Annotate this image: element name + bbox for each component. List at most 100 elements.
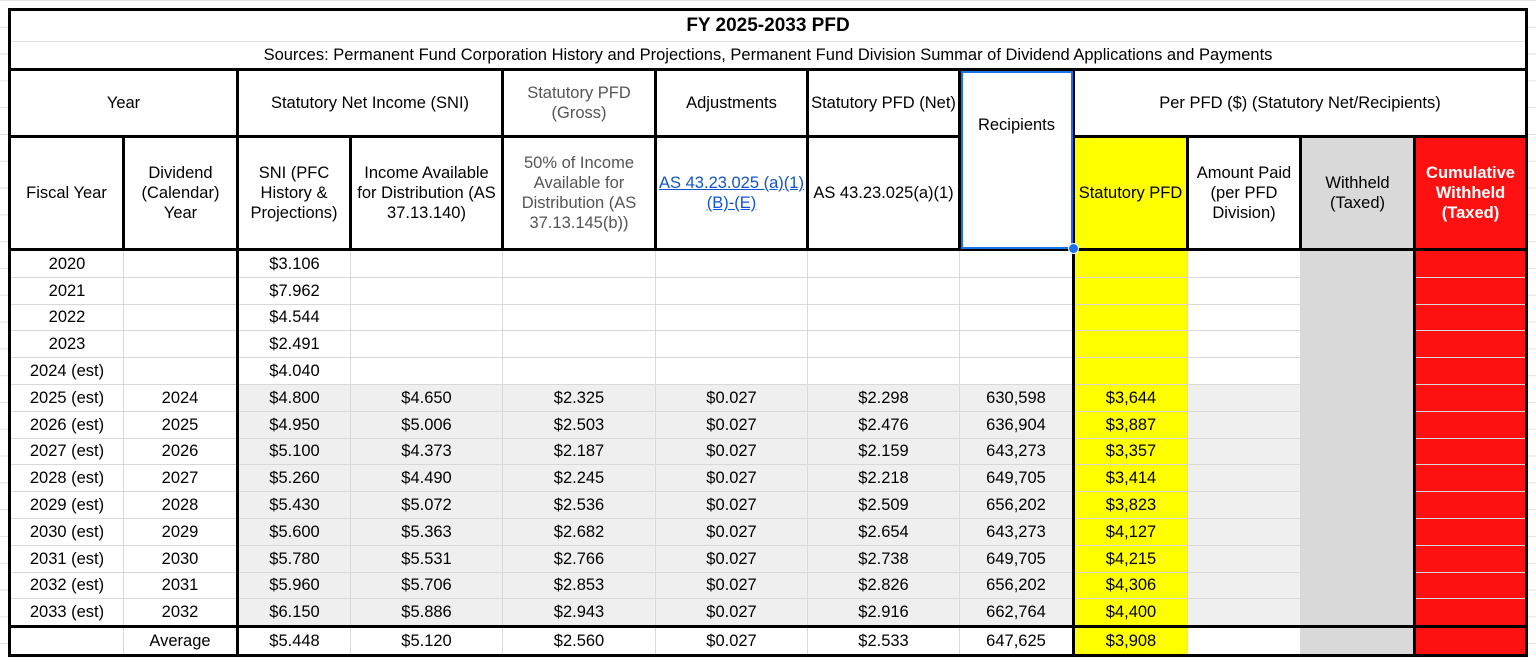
- cell-fiscal-year[interactable]: 2032 (est): [8, 571, 124, 600]
- cell-fiscal-year[interactable]: 2027 (est): [8, 437, 124, 466]
- cell-cumulative-withheld[interactable]: [1413, 437, 1528, 466]
- cell-cumulative-withheld[interactable]: [1413, 303, 1528, 332]
- header-per-pfd[interactable]: Per PFD ($) (Statutory Net/Recipients): [1072, 68, 1528, 138]
- cell-statutory-pfd[interactable]: [1072, 357, 1188, 385]
- cell-statutory-pfd[interactable]: $3,644: [1072, 383, 1188, 412]
- cell-sni[interactable]: $3.106: [237, 248, 351, 278]
- cell-sni[interactable]: $4.950: [237, 410, 351, 439]
- cell-sni[interactable]: $5.960: [237, 571, 351, 600]
- cell-dividend-year[interactable]: 2027: [123, 464, 239, 493]
- header-statutory-pfd-gross[interactable]: Statutory PFD (Gross): [501, 68, 657, 138]
- cell-cumulative-withheld[interactable]: [1413, 625, 1528, 657]
- cell-amount-paid[interactable]: [1187, 544, 1301, 573]
- cell-withheld[interactable]: [1300, 598, 1415, 628]
- cell-fiscal-year[interactable]: 2024 (est): [8, 357, 124, 385]
- cell-fiscal-year[interactable]: 2023: [8, 330, 124, 359]
- header-amount-paid[interactable]: Amount Paid (per PFD Division): [1186, 135, 1302, 251]
- cell-recipients[interactable]: 656,202: [959, 491, 1074, 519]
- statute-link[interactable]: AS 43.23.025 (a)(1)(B)-(E): [659, 174, 804, 212]
- cell-income-available[interactable]: [350, 303, 503, 332]
- cell-withheld[interactable]: [1300, 303, 1415, 332]
- header-income-available[interactable]: Income Available for Distribution (AS 37…: [349, 135, 504, 251]
- cell-dividend-year[interactable]: Average: [123, 625, 239, 657]
- cell-statutory-pfd[interactable]: $4,306: [1072, 571, 1188, 600]
- cell-adjustment[interactable]: [655, 248, 808, 278]
- cell-income-available[interactable]: $5.531: [350, 544, 503, 573]
- cell-statutory-pfd[interactable]: $4,215: [1072, 544, 1188, 573]
- cell-recipients[interactable]: [959, 248, 1074, 278]
- cell-statutory-net[interactable]: $2.298: [807, 383, 960, 412]
- cell-dividend-year[interactable]: 2025: [123, 410, 239, 439]
- cell-adjustment[interactable]: $0.027: [655, 517, 808, 546]
- cell-income-available[interactable]: [350, 357, 503, 385]
- cell-income-available[interactable]: $4.650: [350, 383, 503, 412]
- cell-statutory-pfd[interactable]: $3,414: [1072, 464, 1188, 493]
- cell-cumulative-withheld[interactable]: [1413, 517, 1528, 546]
- cell-sni[interactable]: $5.448: [237, 625, 351, 657]
- header-adjustments[interactable]: Adjustments: [654, 68, 809, 138]
- cell-amount-paid[interactable]: [1187, 357, 1301, 385]
- cell-recipients[interactable]: 636,904: [959, 410, 1074, 439]
- cell-sni[interactable]: $5.100: [237, 437, 351, 466]
- cell-statutory-net[interactable]: [807, 330, 960, 359]
- cell-fiscal-year[interactable]: 2021: [8, 276, 124, 305]
- cell-statutory-pfd[interactable]: [1072, 276, 1188, 305]
- cell-withheld[interactable]: [1300, 276, 1415, 305]
- cell-statutory-gross[interactable]: $2.245: [502, 464, 656, 493]
- cell-statutory-net[interactable]: $2.738: [807, 544, 960, 573]
- cell-statutory-gross[interactable]: $2.766: [502, 544, 656, 573]
- cell-fiscal-year[interactable]: 2028 (est): [8, 464, 124, 493]
- cell-dividend-year[interactable]: [123, 276, 239, 305]
- cell-income-available[interactable]: $4.373: [350, 437, 503, 466]
- cell-statutory-net[interactable]: $2.826: [807, 571, 960, 600]
- cell-fiscal-year[interactable]: 2025 (est): [8, 383, 124, 412]
- cell-withheld[interactable]: [1300, 410, 1415, 439]
- header-fiscal-year[interactable]: Fiscal Year: [8, 135, 125, 251]
- cell-sni[interactable]: $5.260: [237, 464, 351, 493]
- cell-cumulative-withheld[interactable]: [1413, 410, 1528, 439]
- cell-withheld[interactable]: [1300, 248, 1415, 278]
- cell-statutory-net[interactable]: [807, 357, 960, 385]
- cell-amount-paid[interactable]: [1187, 491, 1301, 519]
- cell-statutory-pfd[interactable]: [1072, 330, 1188, 359]
- cell-statutory-gross[interactable]: $2.682: [502, 517, 656, 546]
- cell-statutory-net[interactable]: $2.218: [807, 464, 960, 493]
- cell-statutory-net[interactable]: [807, 248, 960, 278]
- cell-dividend-year[interactable]: [123, 330, 239, 359]
- cell-adjustment[interactable]: $0.027: [655, 410, 808, 439]
- cell-withheld[interactable]: [1300, 571, 1415, 600]
- cell-statutory-net[interactable]: $2.159: [807, 437, 960, 466]
- header-cumulative-withheld[interactable]: Cumulative Withheld (Taxed): [1413, 135, 1528, 251]
- cell-dividend-year[interactable]: 2030: [123, 544, 239, 573]
- cell-adjustment[interactable]: $0.027: [655, 383, 808, 412]
- cell-income-available[interactable]: $5.363: [350, 517, 503, 546]
- cell-dividend-year[interactable]: 2026: [123, 437, 239, 466]
- cell-adjustment[interactable]: $0.027: [655, 464, 808, 493]
- selection-fill-handle[interactable]: [1068, 243, 1079, 254]
- cell-statutory-net[interactable]: [807, 276, 960, 305]
- table-title[interactable]: FY 2025-2033 PFD: [8, 8, 1528, 42]
- cell-dividend-year[interactable]: [123, 248, 239, 278]
- cell-fiscal-year[interactable]: 2031 (est): [8, 544, 124, 573]
- cell-recipients[interactable]: [959, 303, 1074, 332]
- cell-statutory-gross[interactable]: [502, 303, 656, 332]
- cell-cumulative-withheld[interactable]: [1413, 357, 1528, 385]
- cell-dividend-year[interactable]: 2032: [123, 598, 239, 628]
- header-dividend-year[interactable]: Dividend (Calendar) Year: [122, 135, 239, 251]
- cell-cumulative-withheld[interactable]: [1413, 491, 1528, 519]
- cell-recipients[interactable]: [959, 330, 1074, 359]
- header-statutory-pfd[interactable]: Statutory PFD: [1072, 135, 1189, 251]
- cell-sni[interactable]: $5.600: [237, 517, 351, 546]
- cell-cumulative-withheld[interactable]: [1413, 544, 1528, 573]
- cell-income-available[interactable]: [350, 330, 503, 359]
- cell-amount-paid[interactable]: [1187, 437, 1301, 466]
- cell-amount-paid[interactable]: [1187, 303, 1301, 332]
- cell-recipients[interactable]: [959, 357, 1074, 385]
- cell-recipients[interactable]: 643,273: [959, 437, 1074, 466]
- cell-adjustment[interactable]: [655, 330, 808, 359]
- cell-cumulative-withheld[interactable]: [1413, 248, 1528, 278]
- cell-fiscal-year[interactable]: 2026 (est): [8, 410, 124, 439]
- cell-amount-paid[interactable]: [1187, 625, 1301, 657]
- cell-adjustment[interactable]: $0.027: [655, 625, 808, 657]
- cell-statutory-pfd[interactable]: $3,357: [1072, 437, 1188, 466]
